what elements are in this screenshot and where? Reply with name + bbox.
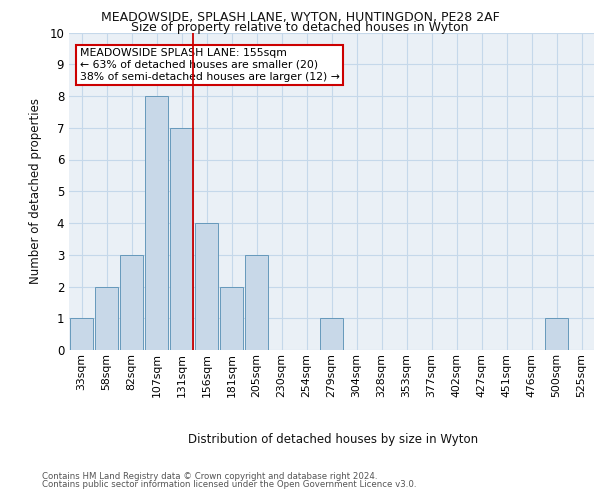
Bar xyxy=(145,96,169,350)
Bar xyxy=(545,318,568,350)
Bar xyxy=(119,255,143,350)
Bar xyxy=(320,318,343,350)
Bar xyxy=(194,223,218,350)
Text: Contains public sector information licensed under the Open Government Licence v3: Contains public sector information licen… xyxy=(42,480,416,489)
Text: Contains HM Land Registry data © Crown copyright and database right 2024.: Contains HM Land Registry data © Crown c… xyxy=(42,472,377,481)
Bar xyxy=(70,318,94,350)
Text: Distribution of detached houses by size in Wyton: Distribution of detached houses by size … xyxy=(188,432,478,446)
Text: Size of property relative to detached houses in Wyton: Size of property relative to detached ho… xyxy=(131,21,469,34)
Bar xyxy=(220,286,244,350)
Bar xyxy=(95,286,118,350)
Bar xyxy=(170,128,193,350)
Y-axis label: Number of detached properties: Number of detached properties xyxy=(29,98,43,284)
Text: MEADOWSIDE SPLASH LANE: 155sqm
← 63% of detached houses are smaller (20)
38% of : MEADOWSIDE SPLASH LANE: 155sqm ← 63% of … xyxy=(79,48,340,82)
Bar xyxy=(245,255,268,350)
Text: MEADOWSIDE, SPLASH LANE, WYTON, HUNTINGDON, PE28 2AF: MEADOWSIDE, SPLASH LANE, WYTON, HUNTINGD… xyxy=(101,11,499,24)
